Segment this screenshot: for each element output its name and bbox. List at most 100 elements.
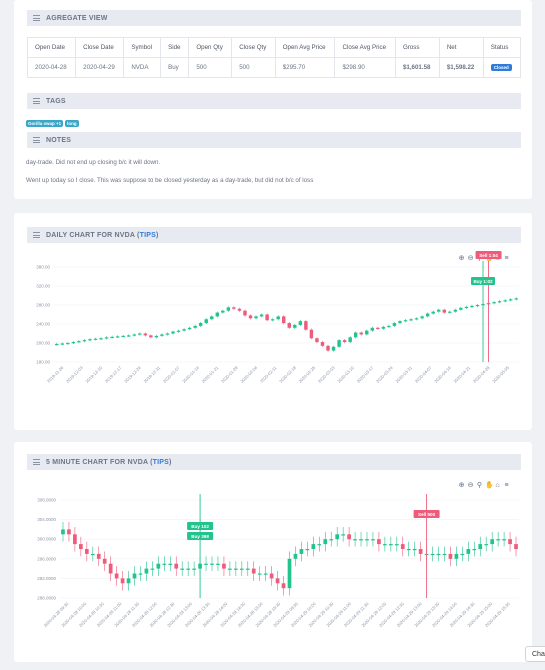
y-tick-label: 200.00 — [36, 341, 50, 346]
candle-body — [234, 568, 238, 570]
x-tick-label: 2020-04-21 — [453, 365, 472, 384]
x-tick-label: 2020-03-17 — [356, 365, 375, 384]
status-cell: Closed — [482, 57, 522, 78]
candle-body — [228, 568, 232, 570]
candle-body — [387, 325, 391, 328]
home-icon[interactable]: ⌂ — [495, 481, 500, 489]
x-tick-label: 2020-05-05 — [491, 365, 510, 384]
candle-body — [66, 343, 70, 345]
column-header: Close Qty — [231, 37, 276, 58]
candle-body — [245, 568, 250, 570]
column-header: Net — [438, 37, 484, 58]
x-tick-label: 2019-12-10 — [84, 365, 103, 384]
candle-body — [263, 573, 268, 575]
pan-icon[interactable]: ✋ — [485, 482, 494, 489]
candle-body — [243, 310, 247, 316]
tag-chip[interactable]: long — [65, 120, 79, 127]
status-badge: Closed — [490, 64, 512, 71]
x-tick-label: 2020-03-10 — [336, 365, 355, 384]
candle-body — [120, 578, 125, 584]
candle-body — [110, 336, 114, 339]
daily-chart-card: DAILY CHART FOR NVDA (TIPS) ⊕ ⊖ ⚲ ✋ ⌂ ≡ … — [14, 213, 532, 430]
y-tick-label: 292.0000 — [37, 576, 56, 581]
candle-body — [162, 563, 167, 565]
candle-body — [418, 549, 423, 554]
list-icon — [33, 459, 40, 465]
candle-body — [497, 301, 502, 303]
candle-body — [409, 319, 413, 321]
candle-body — [180, 568, 185, 570]
candle-body — [425, 313, 430, 317]
candle-body — [342, 340, 347, 343]
table-row: 2020-04-28 2020-04-29 NVDA Buy 500 500 $… — [26, 57, 522, 78]
x-tick-label: 2020-04-28 — [472, 365, 491, 384]
column-header: Gross — [394, 37, 440, 58]
candle-body — [226, 307, 231, 311]
zoom-in-icon[interactable]: ⊕ — [458, 482, 465, 489]
candle-body — [466, 549, 471, 554]
chat-button[interactable]: Cha — [525, 646, 545, 662]
column-header: Side — [160, 37, 190, 58]
svg-text:Buy 102: Buy 102 — [191, 524, 209, 529]
close-qty-cell: 500 — [231, 57, 276, 78]
notes-title: NOTES — [46, 136, 72, 144]
candle-body — [275, 578, 280, 584]
candle-body — [412, 549, 417, 551]
candle-body — [150, 568, 155, 570]
x-tick-label: 2020-02-04 — [239, 365, 258, 384]
list-icon — [33, 15, 40, 21]
candle-body — [460, 553, 465, 556]
candle-body — [304, 321, 308, 330]
candle-body — [77, 341, 81, 343]
candle-body — [371, 539, 375, 541]
candle-body — [315, 338, 319, 343]
x-tick-label: 2020-01-28 — [220, 365, 239, 384]
x-tick-label: 2019-11-26 — [46, 365, 65, 384]
daily-candlestick-chart: 380.00 320.00 280.00 240.00 200.00 180.00 Sell… — [36, 251, 519, 384]
candle-body — [430, 553, 435, 556]
zoom-in-icon[interactable]: ⊕ — [458, 255, 465, 262]
magnifier-icon[interactable]: ⚲ — [476, 482, 483, 489]
candle-body — [348, 337, 352, 343]
tips-link[interactable]: TIPS — [152, 458, 169, 466]
open-date-cell: 2020-04-28 — [26, 57, 77, 78]
candle-body — [93, 338, 98, 340]
candle-body — [414, 318, 419, 320]
candle-body — [221, 310, 225, 313]
daily-chart-title: DAILY CHART FOR NVDA (TIPS) — [46, 231, 159, 239]
side-cell: Buy — [160, 57, 190, 78]
candle-body — [96, 553, 101, 559]
candle-body — [174, 563, 179, 569]
candle-body — [182, 329, 186, 331]
candle-body — [431, 311, 435, 314]
x-tick-label: 2020-02-25 — [298, 365, 317, 384]
candle-body — [464, 306, 469, 309]
candle-body — [420, 316, 424, 319]
candle-body — [514, 298, 518, 300]
candle-body — [176, 330, 181, 332]
x-tick-label: 2019-12-17 — [104, 365, 123, 384]
tag-chip[interactable]: Gorilla swap +1 — [26, 120, 64, 127]
candle-body — [347, 534, 351, 540]
y-tick-label: 308.0000 — [37, 498, 56, 503]
column-header: Close Avg Price — [334, 37, 396, 58]
candle-body — [326, 345, 330, 351]
x-tick-label: 2020-02-11 — [259, 365, 278, 384]
candle-body — [442, 553, 447, 556]
y-tick-label: 240.00 — [36, 322, 50, 327]
menu-icon[interactable]: ≡ — [504, 254, 509, 262]
candle-body — [329, 539, 334, 541]
candle-body — [323, 539, 328, 545]
x-tick-label: 2019-12-31 — [143, 365, 162, 384]
menu-icon[interactable]: ≡ — [504, 481, 509, 489]
zoom-out-icon[interactable]: ⊖ — [467, 255, 474, 262]
tips-link[interactable]: TIPS — [139, 231, 156, 239]
zoom-out-icon[interactable]: ⊖ — [467, 482, 474, 489]
candle-body — [138, 573, 143, 575]
candle-body — [503, 300, 507, 302]
candle-body — [237, 308, 242, 311]
candle-body — [320, 342, 325, 346]
candle-body — [459, 307, 463, 310]
candle-body — [168, 563, 173, 565]
column-header: Open Qty — [188, 37, 233, 58]
